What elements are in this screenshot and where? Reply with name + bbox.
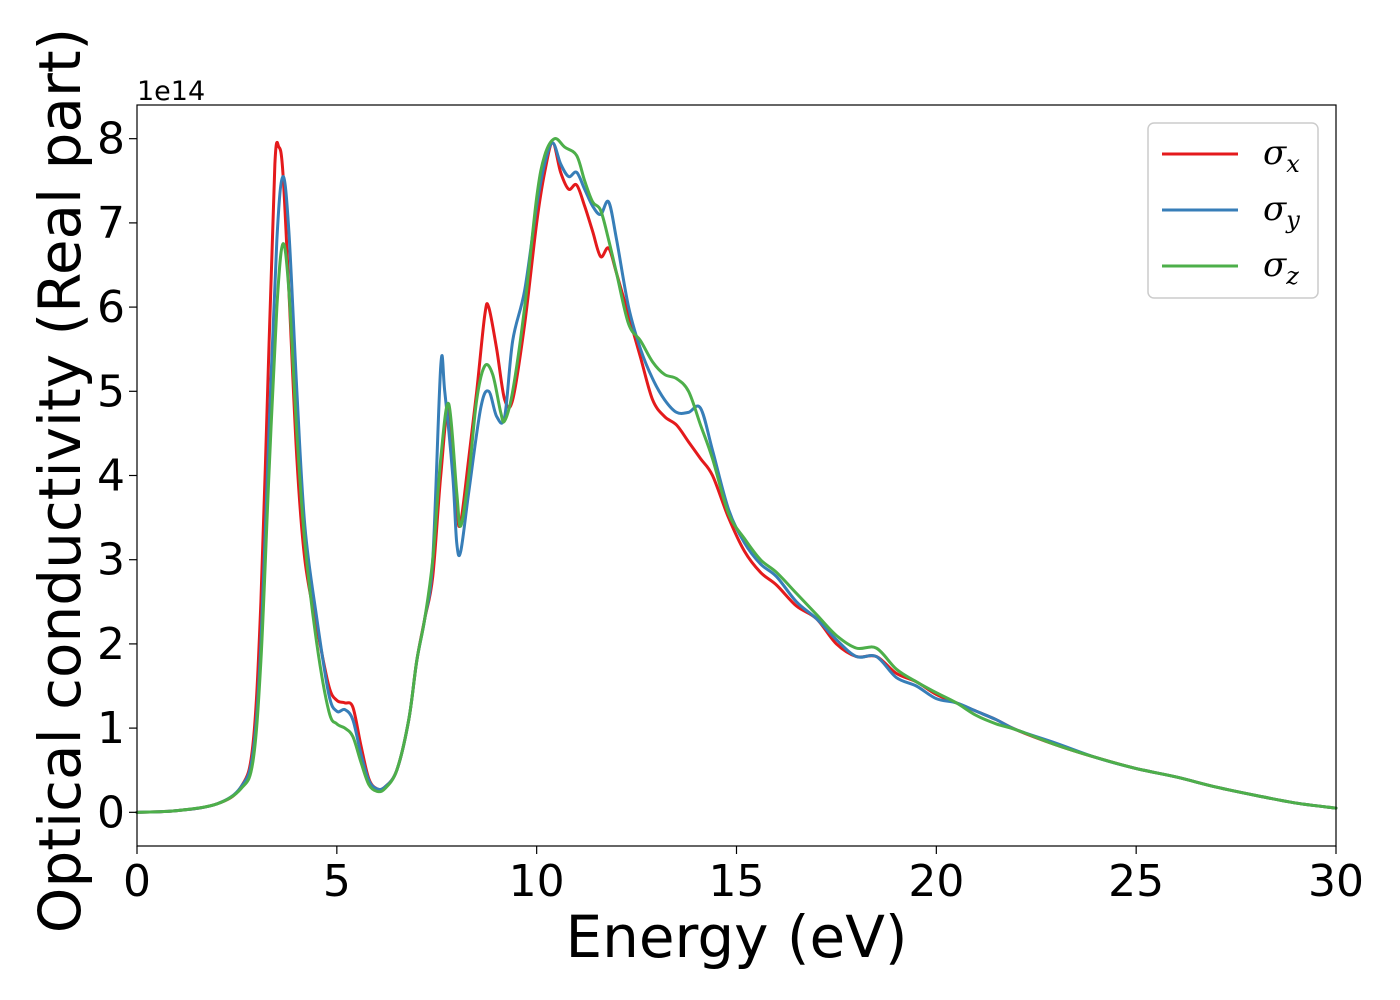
y-tick-label: 4 xyxy=(97,451,125,502)
y-tick-label: 3 xyxy=(97,535,125,586)
y-tick-label: 5 xyxy=(97,366,125,417)
legend-subscript: y xyxy=(1285,206,1300,234)
legend-subscript: x xyxy=(1286,150,1300,178)
x-tick-label: 20 xyxy=(908,856,964,907)
legend-label-sigma-y: σy xyxy=(1263,189,1300,234)
x-tick-label: 30 xyxy=(1308,856,1364,907)
legend-symbol: σ xyxy=(1263,133,1287,173)
y-axis: 0 1 2 3 4 5 6 7 8 xyxy=(97,114,137,838)
y-tick-label: 1 xyxy=(97,703,125,754)
x-axis: 0 5 10 15 20 25 30 xyxy=(123,846,1364,907)
y-tick-label: 6 xyxy=(97,282,125,333)
y-tick-label: 8 xyxy=(97,114,125,165)
x-tick-label: 0 xyxy=(123,856,151,907)
x-tick-label: 5 xyxy=(323,856,351,907)
series-layer xyxy=(135,137,1338,814)
x-tick-label: 15 xyxy=(709,856,765,907)
legend-subscript: z xyxy=(1285,262,1299,290)
legend-label-sigma-z: σz xyxy=(1263,245,1299,290)
y-tick-label: 0 xyxy=(97,787,125,838)
legend-symbol: σ xyxy=(1263,245,1287,285)
y-tick-label: 2 xyxy=(97,619,125,670)
y-tick-label: 7 xyxy=(97,198,125,249)
y-axis-label: Optical conductivity (Real part) xyxy=(26,28,94,933)
legend-symbol: σ xyxy=(1263,189,1287,229)
series-line-sigma-x xyxy=(135,140,1338,814)
x-tick-label: 10 xyxy=(509,856,565,907)
legend-label-sigma-x: σx xyxy=(1263,133,1300,178)
y-offset-label: 1e14 xyxy=(137,76,205,107)
x-axis-label: Energy (eV) xyxy=(565,903,907,971)
x-tick-label: 25 xyxy=(1108,856,1164,907)
series-line-sigma-z xyxy=(135,137,1338,814)
